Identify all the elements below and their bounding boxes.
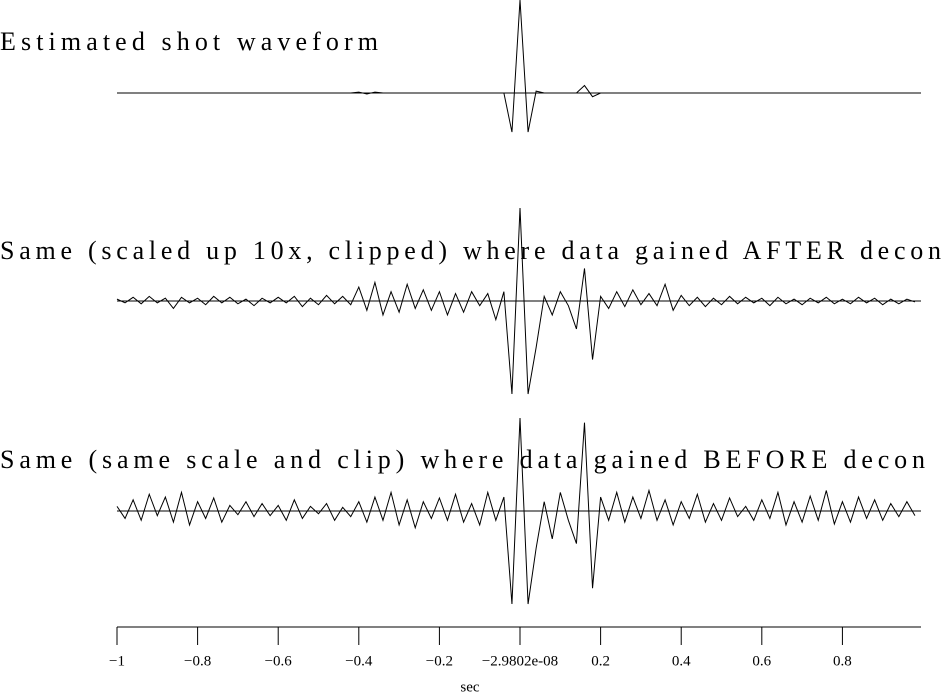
panel-title: Same (scaled up 10x, clipped) where data…	[0, 236, 941, 265]
trace	[116, 417, 916, 605]
panel-title: Estimated shot waveform	[0, 27, 378, 56]
trace	[117, 0, 915, 133]
x-tick-label: −0.2	[426, 653, 453, 669]
x-tick-label: −2.9802e-08	[482, 653, 558, 669]
x-tick-label: 0.2	[591, 653, 610, 669]
x-tick-label: 0.6	[752, 653, 771, 669]
x-tick-label: −1	[109, 653, 125, 669]
x-tick-label: −0.4	[345, 653, 373, 669]
trace	[116, 207, 916, 395]
x-tick-label: −0.8	[184, 653, 211, 669]
panel-title: Same (same scale and clip) where data ga…	[0, 445, 925, 474]
x-tick-label: 0.4	[672, 653, 691, 669]
x-tick-label: −0.6	[265, 653, 293, 669]
x-axis-label: sec	[460, 679, 479, 695]
x-tick-label: 0.8	[833, 653, 852, 669]
